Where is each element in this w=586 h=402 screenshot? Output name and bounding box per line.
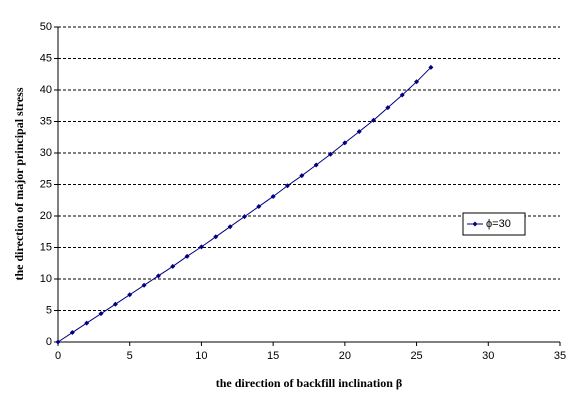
x-tick-label: 10: [195, 350, 207, 362]
x-axis-title: the direction of backfill inclination β: [216, 376, 402, 390]
point: [313, 162, 319, 168]
y-axis-title: the direction of major principal stress: [12, 87, 26, 280]
point: [55, 339, 61, 345]
point: [155, 273, 161, 279]
y-tick-label: 40: [40, 84, 52, 96]
x-tick-label: 0: [55, 350, 61, 362]
legend-label: ϕ=30: [486, 218, 511, 230]
point: [399, 92, 405, 98]
point: [241, 214, 247, 220]
point: [84, 320, 90, 326]
x-tick-label: 20: [339, 350, 351, 362]
point: [213, 234, 219, 240]
x-tick-label: 15: [267, 350, 279, 362]
y-tick-label: 15: [40, 241, 52, 253]
y-tick-label: 5: [46, 304, 52, 316]
point: [371, 117, 377, 123]
x-tick-label: 35: [554, 350, 566, 362]
y-tick-label: 0: [46, 336, 52, 348]
point: [428, 64, 434, 70]
y-tick-label: 30: [40, 147, 52, 159]
y-tick-label: 50: [40, 21, 52, 33]
y-tick-label: 45: [40, 52, 52, 64]
point: [141, 282, 147, 288]
x-tick-label: 5: [127, 350, 133, 362]
point: [112, 301, 118, 307]
legend-marker: [472, 221, 478, 227]
point: [342, 140, 348, 146]
point: [270, 193, 276, 199]
point: [356, 129, 362, 135]
point: [256, 204, 262, 210]
point: [385, 105, 391, 111]
legend-box: [462, 212, 526, 236]
y-tick-label: 35: [40, 115, 52, 127]
y-tick-label: 10: [40, 273, 52, 285]
point: [284, 183, 290, 189]
point: [299, 173, 305, 179]
point: [414, 79, 420, 85]
point: [127, 292, 133, 298]
point: [198, 244, 204, 250]
point: [328, 151, 334, 157]
y-tick-label: 20: [40, 210, 52, 222]
x-tick-label: 25: [410, 350, 422, 362]
x-tick-label: 30: [482, 350, 494, 362]
point: [227, 224, 233, 230]
point: [170, 263, 176, 269]
point: [69, 330, 75, 336]
y-tick-label: 25: [40, 178, 52, 190]
point: [184, 253, 190, 259]
point: [98, 311, 104, 317]
